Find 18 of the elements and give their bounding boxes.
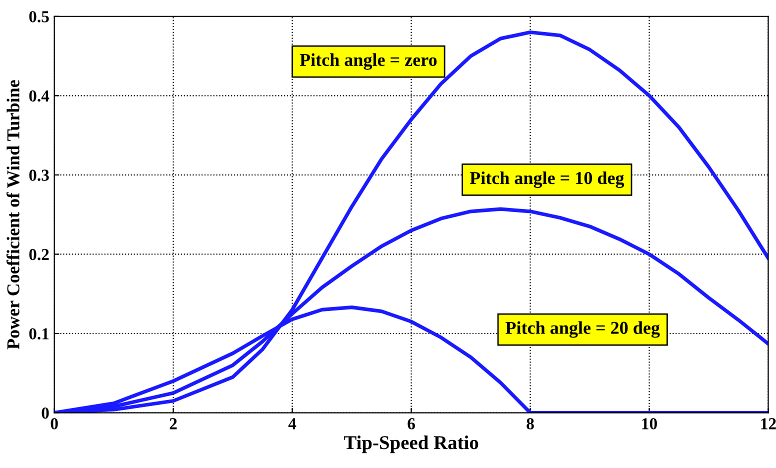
x-tick-label: 2 [170, 418, 177, 430]
annotation: Pitch angle = 10 deg [470, 171, 624, 188]
y-tick-label: 0.3 [29, 170, 49, 181]
y-tick-label: 0.2 [29, 248, 49, 260]
x-tick-label: 12 [761, 418, 776, 430]
x-tick-label: 6 [408, 418, 415, 430]
x-axis-title: Tip-Speed Ratio [344, 436, 478, 454]
y-tick-label: 0.4 [29, 90, 50, 102]
annotation: Pitch angle = 20 deg [506, 321, 660, 338]
y-axis-title: Power Coefficient of Wind Turbine [6, 80, 20, 350]
y-tick-label: 0.5 [29, 11, 49, 22]
y-tick-label: 0 [42, 407, 49, 419]
x-tick-label: 10 [642, 418, 657, 430]
annotation: Pitch angle = zero [300, 53, 437, 70]
x-tick-label: 0 [50, 418, 58, 430]
x-tick-label: 4 [288, 418, 296, 430]
x-tick-label: 8 [526, 418, 534, 430]
y-tick-label: 0.1 [29, 328, 49, 340]
